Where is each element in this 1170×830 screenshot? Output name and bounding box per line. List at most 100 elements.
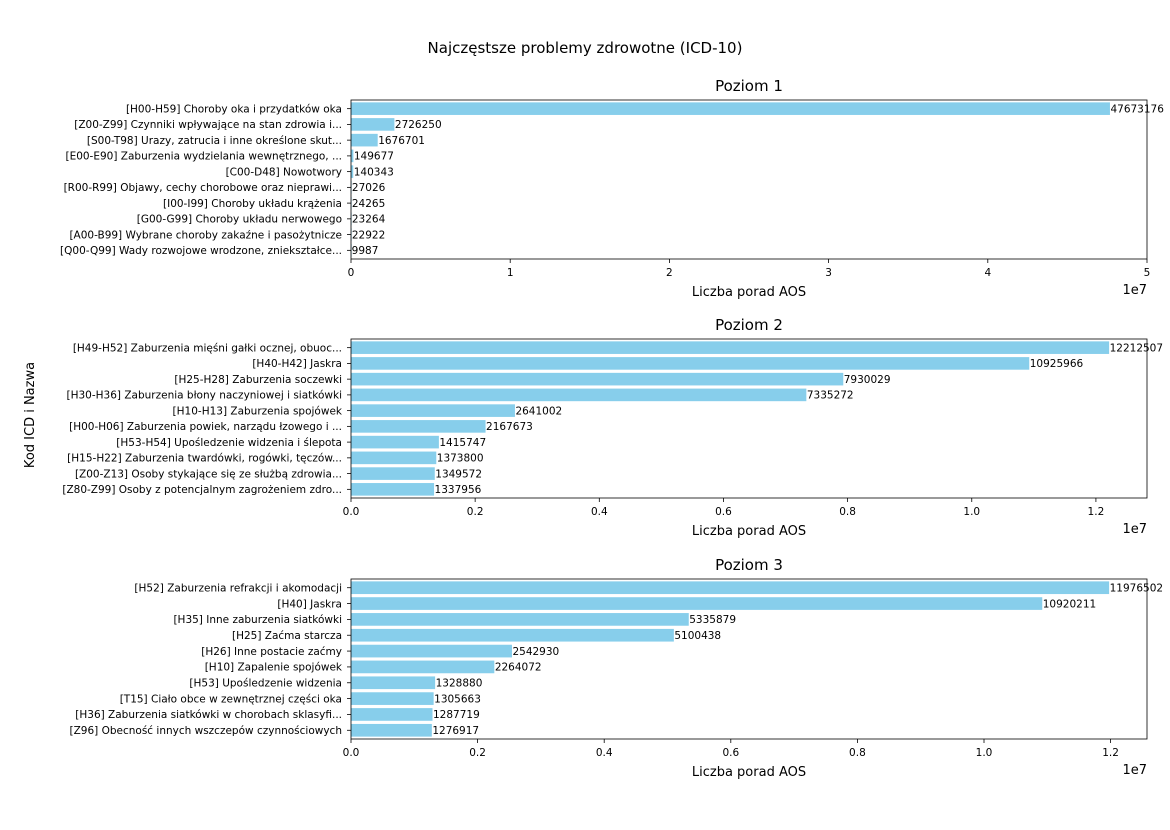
bar (351, 357, 1030, 370)
bar-value-label: 1676701 (378, 135, 425, 147)
category-label: [Z00-Z13] Osoby stykające się ze służbą … (75, 468, 342, 480)
bar (351, 676, 436, 690)
category-label: [H25] Zaćma starcza (232, 630, 342, 642)
category-label: [H15-H22] Zaburzenia twardówki, rogówki,… (67, 453, 342, 465)
bar (351, 165, 354, 178)
category-label: [H00-H06] Zaburzenia powiek, narządu łzo… (69, 421, 342, 433)
bar (351, 660, 495, 674)
bar-value-label: 7930029 (844, 374, 891, 386)
chart-panel-3: 11976502 [H52] Zaburzenia refrakcji i ako… (70, 556, 1164, 780)
category-label: [H36] Zaburzenia siatkówki w chorobach s… (75, 709, 342, 721)
x-tick-label: 3 (825, 267, 832, 279)
category-label: [H40-H42] Jaskra (252, 358, 342, 370)
bar (351, 451, 437, 465)
x-tick-label: 1.0 (963, 506, 980, 518)
x-axis-offset-text: 1e7 (1122, 763, 1147, 778)
category-label: [H25-H28] Zaburzenia soczewki (174, 374, 342, 386)
chart-title: Poziom 3 (715, 556, 783, 574)
bar-value-label: 5335879 (689, 614, 736, 626)
category-label: [S00-T98] Urazy, zatrucia i inne określo… (87, 135, 342, 147)
category-label: [H30-H36] Zaburzenia błony naczyniowej i… (67, 390, 343, 402)
x-tick-label: 2 (666, 267, 673, 279)
x-tick-label: 1.0 (976, 747, 993, 759)
x-tick-label: 4 (984, 267, 991, 279)
bar (351, 404, 515, 417)
x-axis-label: Liczba porad AOS (692, 285, 806, 300)
figure-suptitle: Najczęstsze problemy zdrowotne (ICD-10) (428, 39, 743, 57)
bar (351, 692, 434, 705)
x-axis-offset-text: 1e7 (1122, 522, 1147, 537)
axes-frame (350, 338, 1148, 499)
bar (351, 581, 1110, 595)
category-label: [A00-B99] Wybrane choroby zakaźne i paso… (69, 229, 342, 241)
bar-value-label: 7335272 (807, 390, 854, 402)
category-label: [E00-E90] Zaburzenia wydzielania wewnętr… (65, 151, 342, 163)
category-label: [H26] Inne postacie zaćmy (201, 646, 342, 658)
bar (351, 708, 433, 721)
category-label: [Z00-Z99] Czynniki wpływające na stan zd… (74, 119, 342, 131)
bar-value-label: 149677 (354, 151, 394, 163)
category-label: [H53-H54] Upośledzenie widzenia i ślepot… (116, 437, 342, 449)
bar (351, 723, 432, 737)
bar-value-label: 2264072 (495, 662, 542, 674)
bar (351, 435, 439, 449)
category-label: [R00-R99] Objawy, cechy chorobowe oraz n… (64, 182, 342, 194)
bar-value-label: 1276917 (432, 725, 479, 737)
x-tick-label: 0.2 (469, 747, 486, 759)
category-label: [H00-H59] Choroby oka i przydatków oka (126, 103, 342, 115)
x-tick-label: 0.8 (849, 747, 866, 759)
bar-value-label: 12212507 (1110, 342, 1163, 354)
x-tick-label: 1.2 (1088, 506, 1105, 518)
x-tick-label: 1.2 (1102, 747, 1119, 759)
bar-value-label: 23264 (352, 214, 386, 226)
x-tick-label: 0.0 (343, 747, 360, 759)
category-label: [I00-I99] Choroby układu krążenia (163, 198, 342, 210)
bar-value-label: 1328880 (436, 678, 483, 690)
x-axis-offset-text: 1e7 (1122, 283, 1147, 298)
bar-value-label: 1337956 (435, 484, 482, 496)
figure-y-axis-label: Kod ICD i Nazwa (23, 362, 38, 468)
x-tick-label: 0.4 (596, 747, 613, 759)
category-label: [C00-D48] Nowotwory (226, 166, 342, 178)
bar (351, 102, 1110, 115)
x-tick-label: 0 (348, 267, 355, 279)
category-label: [G00-G99] Choroby układu nerwowego (137, 214, 342, 226)
bar-value-label: 11976502 (1110, 583, 1163, 595)
bar (351, 644, 512, 658)
chart-title: Poziom 2 (715, 316, 783, 334)
category-label: [H52] Zaburzenia refrakcji i akomodacji (134, 583, 342, 595)
x-tick-label: 0.0 (343, 506, 360, 518)
x-tick-label: 5 (1144, 267, 1151, 279)
bar (351, 388, 807, 402)
x-tick-label: 0.4 (591, 506, 608, 518)
bar (351, 149, 354, 163)
chart-panel-2: 12212507 [H49-H52] Zaburzenia mięśni gałk… (62, 316, 1163, 539)
bar (351, 467, 435, 480)
x-tick-label: 0.8 (839, 506, 856, 518)
category-label: [H10-H13] Zaburzenia spojówek (173, 405, 343, 417)
bar-value-label: 1349572 (435, 468, 482, 480)
x-tick-label: 0.2 (467, 506, 484, 518)
bar (351, 420, 486, 433)
chart-panel-1: 47673176 [H00-H59] Choroby oka i przydatk… (60, 77, 1164, 300)
category-label: [T15] Ciało obce w zewnętrznej części ok… (120, 693, 342, 705)
category-label: [H40] Jaskra (277, 598, 342, 610)
x-tick-label: 0.6 (715, 506, 732, 518)
category-label: [Z80-Z99] Osoby z potencjalnym zagrożeni… (62, 484, 342, 496)
bar-value-label: 1415747 (439, 437, 486, 449)
x-tick-label: 1 (507, 267, 514, 279)
chart-title: Poziom 1 (715, 77, 783, 95)
bar-value-label: 1305663 (434, 693, 481, 705)
bar (351, 483, 435, 496)
x-axis-label: Liczba porad AOS (692, 524, 806, 539)
x-axis-label: Liczba porad AOS (692, 765, 806, 780)
bar-value-label: 10920211 (1043, 598, 1096, 610)
bar-value-label: 24265 (352, 198, 385, 210)
axes-frame (350, 578, 1148, 740)
bar (351, 372, 844, 386)
category-label: [H53] Upośledzenie widzenia (189, 678, 342, 690)
category-label: [H10] Zapalenie spojówek (205, 662, 343, 674)
category-label: [H49-H52] Zaburzenia mięśni gałki ocznej… (73, 342, 342, 354)
bar (351, 613, 689, 626)
